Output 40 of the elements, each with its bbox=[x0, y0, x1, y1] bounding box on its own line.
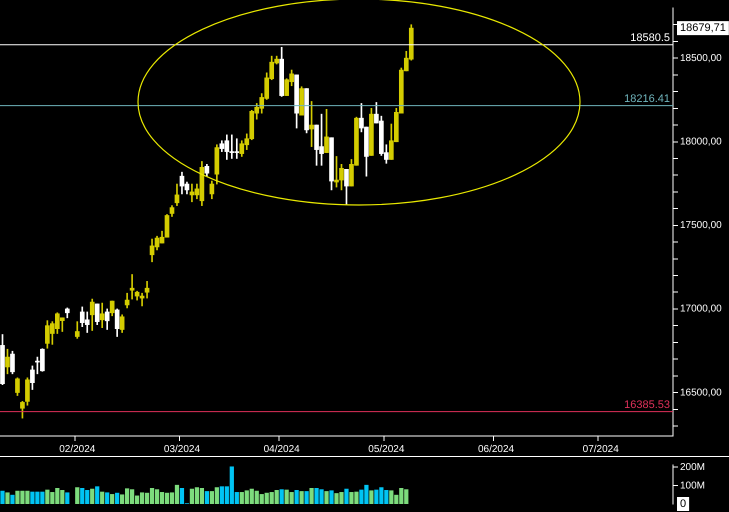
text: 0 bbox=[680, 498, 686, 510]
x-tick-label: 03/2024 bbox=[164, 444, 200, 455]
y-tick-label: 100M bbox=[680, 480, 706, 492]
y-tick-label: 18500,00 bbox=[680, 52, 722, 64]
bar bbox=[344, 488, 349, 504]
bar bbox=[324, 491, 329, 504]
y-tick-label: 17000,00 bbox=[680, 304, 722, 315]
bar bbox=[280, 489, 284, 504]
x-tick-label: 04/2024 bbox=[264, 444, 300, 455]
bar bbox=[294, 490, 299, 504]
bar bbox=[105, 492, 110, 504]
bar bbox=[369, 490, 374, 504]
bar bbox=[65, 492, 70, 504]
x-tick-label: 02/2024 bbox=[59, 444, 96, 455]
y-tick-label: 17500,00 bbox=[680, 220, 722, 232]
bar bbox=[309, 488, 314, 504]
candlestick bbox=[309, 101, 314, 147]
ref-line-label: 18216.41 bbox=[624, 93, 670, 106]
bar bbox=[90, 488, 94, 504]
bar bbox=[299, 491, 304, 504]
y-tick-label: 18000,00 bbox=[680, 136, 722, 148]
ref-line-label: 18580.5 bbox=[630, 32, 670, 44]
bar bbox=[10, 494, 15, 504]
x-tick-label: 06/2024 bbox=[478, 444, 515, 455]
bar bbox=[95, 486, 100, 504]
bar bbox=[204, 491, 210, 504]
x-tick-label: 05/2024 bbox=[368, 444, 405, 455]
bar bbox=[75, 487, 80, 504]
ref-line-label: 16385.53 bbox=[624, 399, 670, 412]
bar bbox=[0, 490, 5, 504]
text: 18679,71 bbox=[680, 22, 726, 34]
bar bbox=[329, 490, 334, 504]
x-tick-label: 07/2024 bbox=[582, 444, 620, 455]
bar bbox=[110, 494, 114, 504]
bar bbox=[100, 492, 104, 504]
y-tick-label: 16500,00 bbox=[680, 387, 722, 398]
bar bbox=[304, 491, 309, 504]
y-tick-label: 200M bbox=[680, 462, 706, 473]
bar bbox=[115, 492, 120, 504]
bar bbox=[5, 492, 10, 504]
